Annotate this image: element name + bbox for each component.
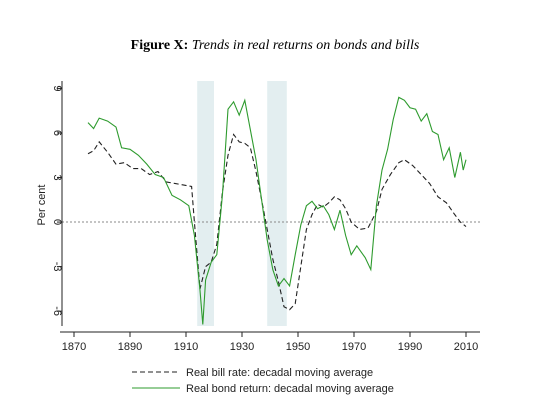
y-axis-label: Per cent	[36, 185, 48, 226]
y-tick-label: -3	[51, 262, 63, 272]
title-label: Figure X:	[131, 38, 189, 53]
x-tick-label: 1870	[62, 341, 86, 353]
x-tick-label: 1970	[342, 341, 366, 353]
chart-title: Figure X: Trends in real returns on bond…	[131, 38, 420, 53]
x-tick-label: 1930	[230, 341, 254, 353]
y-tick-label: 3	[51, 174, 63, 180]
x-tick-label: 2010	[454, 341, 478, 353]
x-tick-label: 1890	[118, 341, 142, 353]
y-tick-label: -6	[51, 306, 63, 316]
legend-label: Real bond return: decadal moving average	[186, 383, 394, 395]
shaded-period	[197, 81, 214, 326]
title-text: Trends in real returns on bonds and bill…	[192, 38, 420, 53]
y-tick-label: 0	[51, 219, 63, 225]
x-tick-label: 1950	[286, 341, 310, 353]
x-tick-label: 1910	[174, 341, 198, 353]
legend-label: Real bill rate: decadal moving average	[186, 367, 373, 379]
series-line	[87, 96, 467, 325]
y-tick-label: 9	[51, 85, 63, 91]
shaded-period	[267, 81, 287, 326]
y-tick-label: 6	[51, 130, 63, 136]
x-tick-label: 1990	[398, 341, 422, 353]
